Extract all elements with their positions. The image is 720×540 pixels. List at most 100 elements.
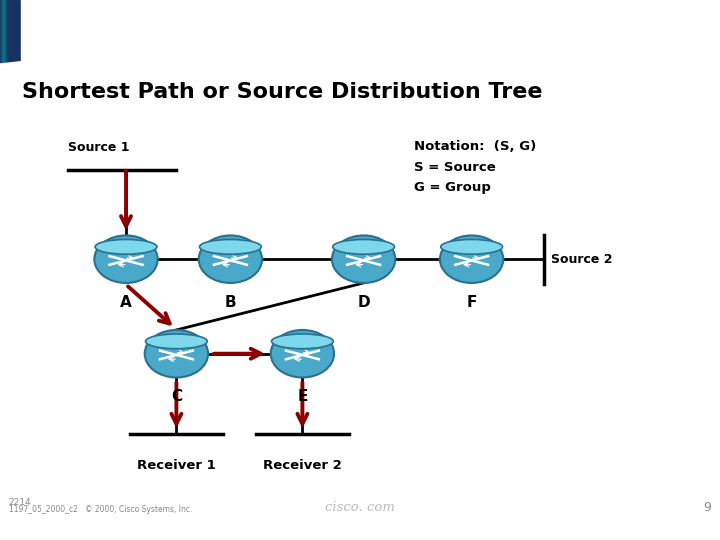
Bar	[0, 0, 11, 73]
Text: Receiver 1: Receiver 1	[137, 459, 216, 472]
Bar	[6, 0, 17, 73]
Ellipse shape	[271, 334, 333, 349]
Bar	[6, 0, 16, 73]
Text: C: C	[171, 389, 182, 404]
Text: 9: 9	[703, 501, 711, 514]
Text: Receiver 2: Receiver 2	[263, 459, 342, 472]
Text: Source 1: Source 1	[68, 141, 130, 154]
Bar	[3, 0, 13, 73]
Bar	[2, 0, 13, 73]
Bar	[1, 0, 12, 73]
Bar	[2, 0, 12, 73]
Text: Source 2: Source 2	[551, 253, 612, 266]
Bar	[6, 0, 17, 73]
Bar	[0, 0, 11, 73]
Bar	[4, 0, 14, 73]
Bar	[7, 0, 18, 73]
Bar	[3, 0, 14, 73]
Text: B: B	[225, 295, 236, 310]
Bar	[6, 0, 17, 73]
Circle shape	[145, 330, 208, 377]
Bar	[6, 0, 17, 73]
Bar	[8, 0, 19, 73]
Bar	[1, 0, 12, 73]
Bar	[4, 0, 14, 73]
Bar	[7, 0, 18, 73]
Text: E: E	[297, 389, 307, 404]
Bar	[3, 0, 13, 73]
Bar	[9, 0, 19, 73]
Ellipse shape	[0, 50, 720, 96]
Text: A: A	[120, 295, 132, 310]
Bar	[9, 0, 19, 73]
Bar	[1, 0, 12, 73]
Bar	[1, 0, 12, 73]
Text: Shortest Path or Source Distribution Tree: Shortest Path or Source Distribution Tre…	[22, 82, 542, 102]
Bar	[4, 0, 14, 73]
Bar	[1, 0, 11, 73]
Bar	[3, 0, 13, 73]
Text: cisco. com: cisco. com	[325, 501, 395, 514]
Ellipse shape	[333, 239, 395, 254]
Text: D: D	[357, 295, 370, 310]
Bar	[6, 0, 17, 73]
Bar	[4, 0, 14, 73]
Bar	[2, 0, 13, 73]
Bar	[9, 0, 19, 73]
Circle shape	[94, 235, 158, 283]
Bar	[4, 0, 15, 73]
Bar	[4, 0, 14, 73]
Bar	[5, 0, 15, 73]
Ellipse shape	[145, 334, 207, 349]
Bar	[2, 0, 13, 73]
Text: Multicast Distribution Trees: Multicast Distribution Trees	[132, 20, 588, 48]
Bar	[0, 0, 11, 73]
Bar	[5, 0, 16, 73]
Bar	[3, 0, 14, 73]
Bar	[1, 0, 12, 73]
Circle shape	[332, 235, 395, 283]
Text: F: F	[467, 295, 477, 310]
Bar	[8, 0, 19, 73]
Bar	[5, 0, 15, 73]
Bar	[5, 0, 16, 73]
Text: Notation:  (S, G)
S = Source
G = Group: Notation: (S, G) S = Source G = Group	[414, 140, 536, 194]
Bar	[4, 0, 15, 73]
Bar	[1, 0, 11, 73]
Circle shape	[440, 235, 503, 283]
Bar	[4, 0, 14, 73]
Bar	[7, 0, 17, 73]
Ellipse shape	[199, 239, 261, 254]
Bar	[6, 0, 16, 73]
Bar	[9, 0, 19, 73]
Bar	[9, 0, 19, 73]
Circle shape	[271, 330, 334, 377]
Bar	[2, 0, 12, 73]
Bar	[7, 0, 17, 73]
Bar	[1, 0, 12, 73]
Bar	[0, 0, 11, 73]
Bar	[6, 0, 17, 73]
Ellipse shape	[441, 239, 503, 254]
Bar	[5, 0, 16, 73]
Bar	[7, 0, 17, 73]
Bar	[5, 0, 15, 73]
Bar	[6, 0, 16, 73]
Circle shape	[199, 235, 262, 283]
Ellipse shape	[95, 239, 157, 254]
Bar	[9, 0, 19, 73]
Bar	[8, 0, 18, 73]
Bar	[6, 0, 17, 73]
Text: 1197_05_2000_c2   © 2000, Cisco Systems, Inc.: 1197_05_2000_c2 © 2000, Cisco Systems, I…	[9, 505, 192, 514]
Bar	[6, 0, 16, 73]
Bar	[8, 0, 18, 73]
Bar	[4, 0, 14, 73]
Bar	[7, 0, 18, 73]
Bar	[1, 0, 12, 73]
Bar	[8, 0, 19, 73]
Bar	[2, 0, 12, 73]
Bar	[1, 0, 12, 73]
Bar	[3, 0, 14, 73]
Bar	[6, 0, 17, 73]
Bar	[4, 0, 14, 73]
